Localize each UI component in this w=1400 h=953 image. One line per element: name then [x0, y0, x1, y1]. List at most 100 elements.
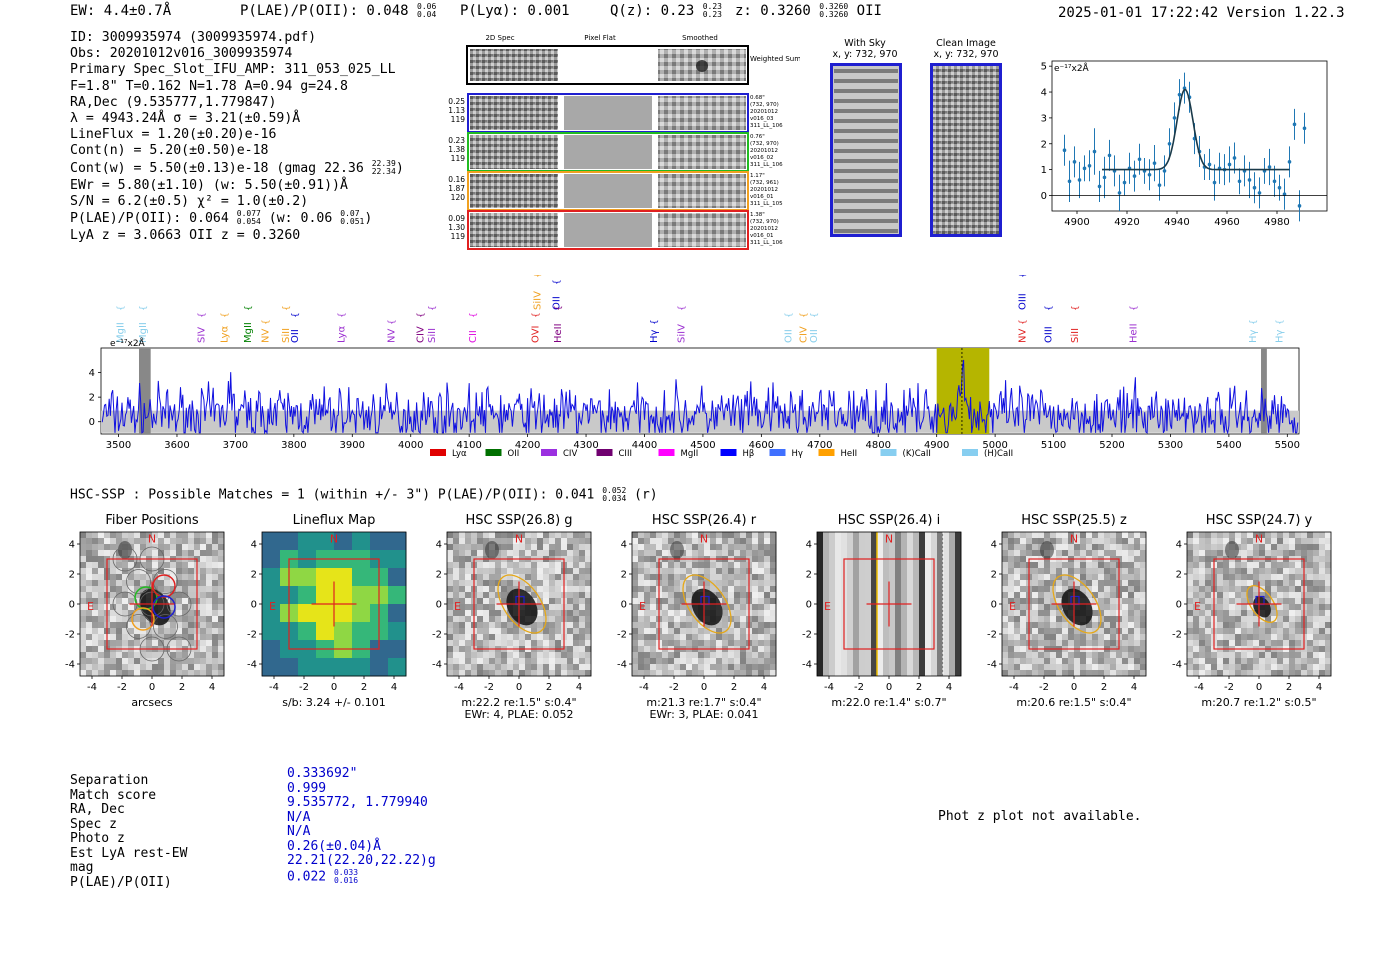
- image-pixel: [1062, 568, 1069, 575]
- spectrum-line-label: SiII: [281, 328, 292, 343]
- image-pixel: [1020, 604, 1027, 611]
- image-pixel: [1259, 592, 1266, 599]
- image-pixel: [1253, 574, 1260, 581]
- image-pixel: [1044, 574, 1051, 581]
- neighbor-blob: [485, 541, 499, 559]
- image-pixel: [447, 664, 454, 671]
- image-pixel: [1050, 598, 1057, 605]
- cutout-row-stat: 120: [451, 193, 466, 202]
- image-pixel: [104, 670, 111, 677]
- lineflux-map-cell: [262, 586, 281, 605]
- image-pixel: [471, 550, 478, 557]
- image-pixel: [182, 562, 189, 569]
- image-pixel: [188, 544, 195, 551]
- image-pixel: [1050, 616, 1057, 623]
- image-pixel: [1235, 664, 1242, 671]
- panel-xtick-label: -2: [1039, 682, 1049, 693]
- image-pixel: [1110, 580, 1117, 587]
- image-pixel: [471, 664, 478, 671]
- image-pixel: [764, 580, 771, 587]
- image-pixel: [200, 568, 207, 575]
- panel-caption: m:21.3 re:1.7" s:0.4" EWr: 3, PLAE: 0.041: [612, 697, 796, 721]
- legend-swatch: [596, 449, 613, 456]
- image-pixel: [1313, 652, 1320, 659]
- image-pixel: [543, 670, 550, 677]
- image-pixel: [1092, 658, 1099, 665]
- image-pixel: [1002, 562, 1009, 569]
- image-pixel: [1295, 610, 1302, 617]
- image-pixel: [146, 538, 153, 545]
- panel-ytick-label: -4: [987, 660, 997, 671]
- image-pixel: [170, 568, 177, 575]
- spectrum-xtick-label: 3800: [281, 440, 306, 451]
- image-pixel: [1187, 610, 1194, 617]
- image-pixel: [1020, 670, 1027, 677]
- image-pixel: [656, 532, 663, 539]
- image-pixel: [644, 544, 651, 551]
- image-pixel: [1277, 652, 1284, 659]
- image-pixel: [453, 598, 460, 605]
- image-pixel: [1283, 640, 1290, 647]
- image-pixel: [194, 544, 201, 551]
- zoom-data-point: [1102, 175, 1107, 180]
- image-pixel: [1002, 532, 1009, 539]
- image-pixel: [152, 670, 159, 677]
- image-pixel: [128, 562, 135, 569]
- image-pixel: [170, 670, 177, 677]
- image-pixel: [110, 574, 117, 581]
- image-pixel: [668, 664, 675, 671]
- image-pixel: [1116, 550, 1123, 557]
- image-pixel: [698, 628, 705, 635]
- image-pixel: [1038, 634, 1045, 641]
- zoom-ytick-label: 4: [1041, 88, 1047, 99]
- image-pixel: [140, 538, 147, 545]
- image-pixel: [734, 532, 741, 539]
- image-pixel: [1074, 664, 1081, 671]
- image-pixel: [218, 604, 225, 611]
- image-pixel: [638, 562, 645, 569]
- panel-ytick-label: 0: [806, 600, 812, 611]
- image-pixel: [567, 658, 574, 665]
- image-pixel: [206, 604, 213, 611]
- image-pixel: [98, 670, 105, 677]
- spectrum-unit: e⁻¹⁷x2Å: [110, 337, 146, 349]
- image-pixel: [501, 616, 508, 623]
- image-pixel: [507, 562, 514, 569]
- image-pixel: [459, 634, 466, 641]
- image-pixel: [644, 550, 651, 557]
- spectrum-line-bracket: {: [416, 312, 426, 318]
- image-pixel: [668, 562, 675, 569]
- image-pixel: [1086, 658, 1093, 665]
- image-pixel: [128, 538, 135, 545]
- image-pixel: [1062, 634, 1069, 641]
- image-pixel: [585, 652, 592, 659]
- image-pixel: [182, 670, 189, 677]
- image-pixel: [764, 586, 771, 593]
- image-pixel: [1104, 598, 1111, 605]
- image-pixel: [218, 562, 225, 569]
- panel-title: HSC SSP(24.7) y: [1205, 513, 1313, 528]
- image-pixel: [212, 580, 219, 587]
- image-pixel: [134, 568, 141, 575]
- zoom-fit-curve: [1102, 88, 1290, 171]
- image-pixel: [740, 538, 747, 545]
- image-pixel: [1074, 580, 1081, 587]
- image-pixel: [1068, 628, 1075, 635]
- image-pixel: [1205, 604, 1212, 611]
- image-pixel: [98, 574, 105, 581]
- image-pixel: [80, 616, 87, 623]
- image-pixel: [680, 574, 687, 581]
- image-pixel: [752, 670, 759, 677]
- image-pixel: [1277, 658, 1284, 665]
- image-pixel: [212, 604, 219, 611]
- image-pixel: [1104, 628, 1111, 635]
- image-pixel: [206, 640, 213, 647]
- image-pixel: [1062, 532, 1069, 539]
- image-pixel: [92, 646, 99, 653]
- image-pixel: [692, 664, 699, 671]
- image-pixel: [1122, 616, 1129, 623]
- image-pixel: [1056, 574, 1063, 581]
- image-pixel: [92, 556, 99, 563]
- image-pixel: [1229, 532, 1236, 539]
- image-pixel: [483, 658, 490, 665]
